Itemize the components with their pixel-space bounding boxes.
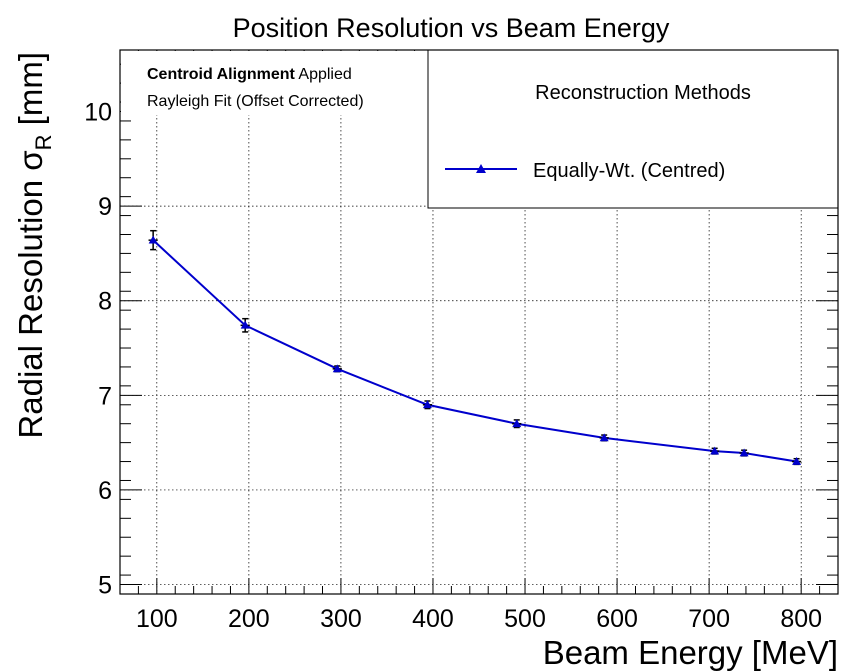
y-axis-label: Radial Resolution σR [mm] <box>12 52 56 439</box>
chart-title: Position Resolution vs Beam Energy <box>233 13 670 43</box>
y-tick-label: 5 <box>98 572 112 600</box>
annotation-line-2: Rayleigh Fit (Offset Corrected) <box>147 93 364 110</box>
x-tick-label: 700 <box>688 605 730 633</box>
data-point-marker <box>148 235 158 244</box>
legend: Reconstruction Methods Equally-Wt. (Cent… <box>427 49 839 209</box>
data-point-marker <box>739 448 749 457</box>
x-tick-label: 800 <box>780 605 822 633</box>
tick-labels: 100 200 300 400 500 600 700 800 5 6 7 8 9 10 <box>84 98 822 633</box>
legend-series-marker <box>476 164 486 173</box>
series-layer <box>148 229 802 466</box>
annotation-rest-text: Applied <box>295 66 352 83</box>
y-tick-label: 6 <box>98 477 112 505</box>
x-axis-label: Beam Energy [MeV] <box>543 634 838 671</box>
grid <box>120 50 838 594</box>
data-point-marker <box>422 400 432 409</box>
y-axis-label-sub: R <box>31 134 56 150</box>
annotation-box: Centroid Alignment Applied Rayleigh Fit … <box>121 51 427 115</box>
x-tick-label: 500 <box>504 605 546 633</box>
legend-title: Reconstruction Methods <box>535 82 751 104</box>
y-tick-label: 10 <box>84 98 112 126</box>
annotation-box-frame <box>121 51 427 115</box>
y-axis-label-main: Radial Resolution σ <box>12 150 49 438</box>
data-point-marker <box>512 419 522 428</box>
series-line <box>152 239 797 463</box>
y-tick-label: 7 <box>98 382 112 410</box>
y-tick-label: 9 <box>98 193 112 221</box>
x-tick-label: 400 <box>412 605 454 633</box>
annotation-bold-text: Centroid Alignment <box>147 66 296 83</box>
data-point-marker <box>710 446 720 455</box>
x-tick-label: 600 <box>596 605 638 633</box>
y-axis-label-unit: [mm] <box>12 52 49 134</box>
data-point-marker <box>240 320 250 329</box>
x-tick-label: 300 <box>320 605 362 633</box>
plot-frame <box>119 49 839 595</box>
y-tick-label: 8 <box>98 288 112 316</box>
legend-series-label: Equally-Wt. (Centred) <box>533 160 725 182</box>
x-tick-label: 200 <box>228 605 270 633</box>
data-point-marker <box>792 457 802 465</box>
data-point-marker <box>332 364 342 373</box>
data-point-marker <box>599 433 609 442</box>
x-tick-label: 100 <box>136 605 178 633</box>
legend-frame <box>427 49 839 209</box>
annotation-line-1: Centroid Alignment Applied <box>147 66 352 83</box>
